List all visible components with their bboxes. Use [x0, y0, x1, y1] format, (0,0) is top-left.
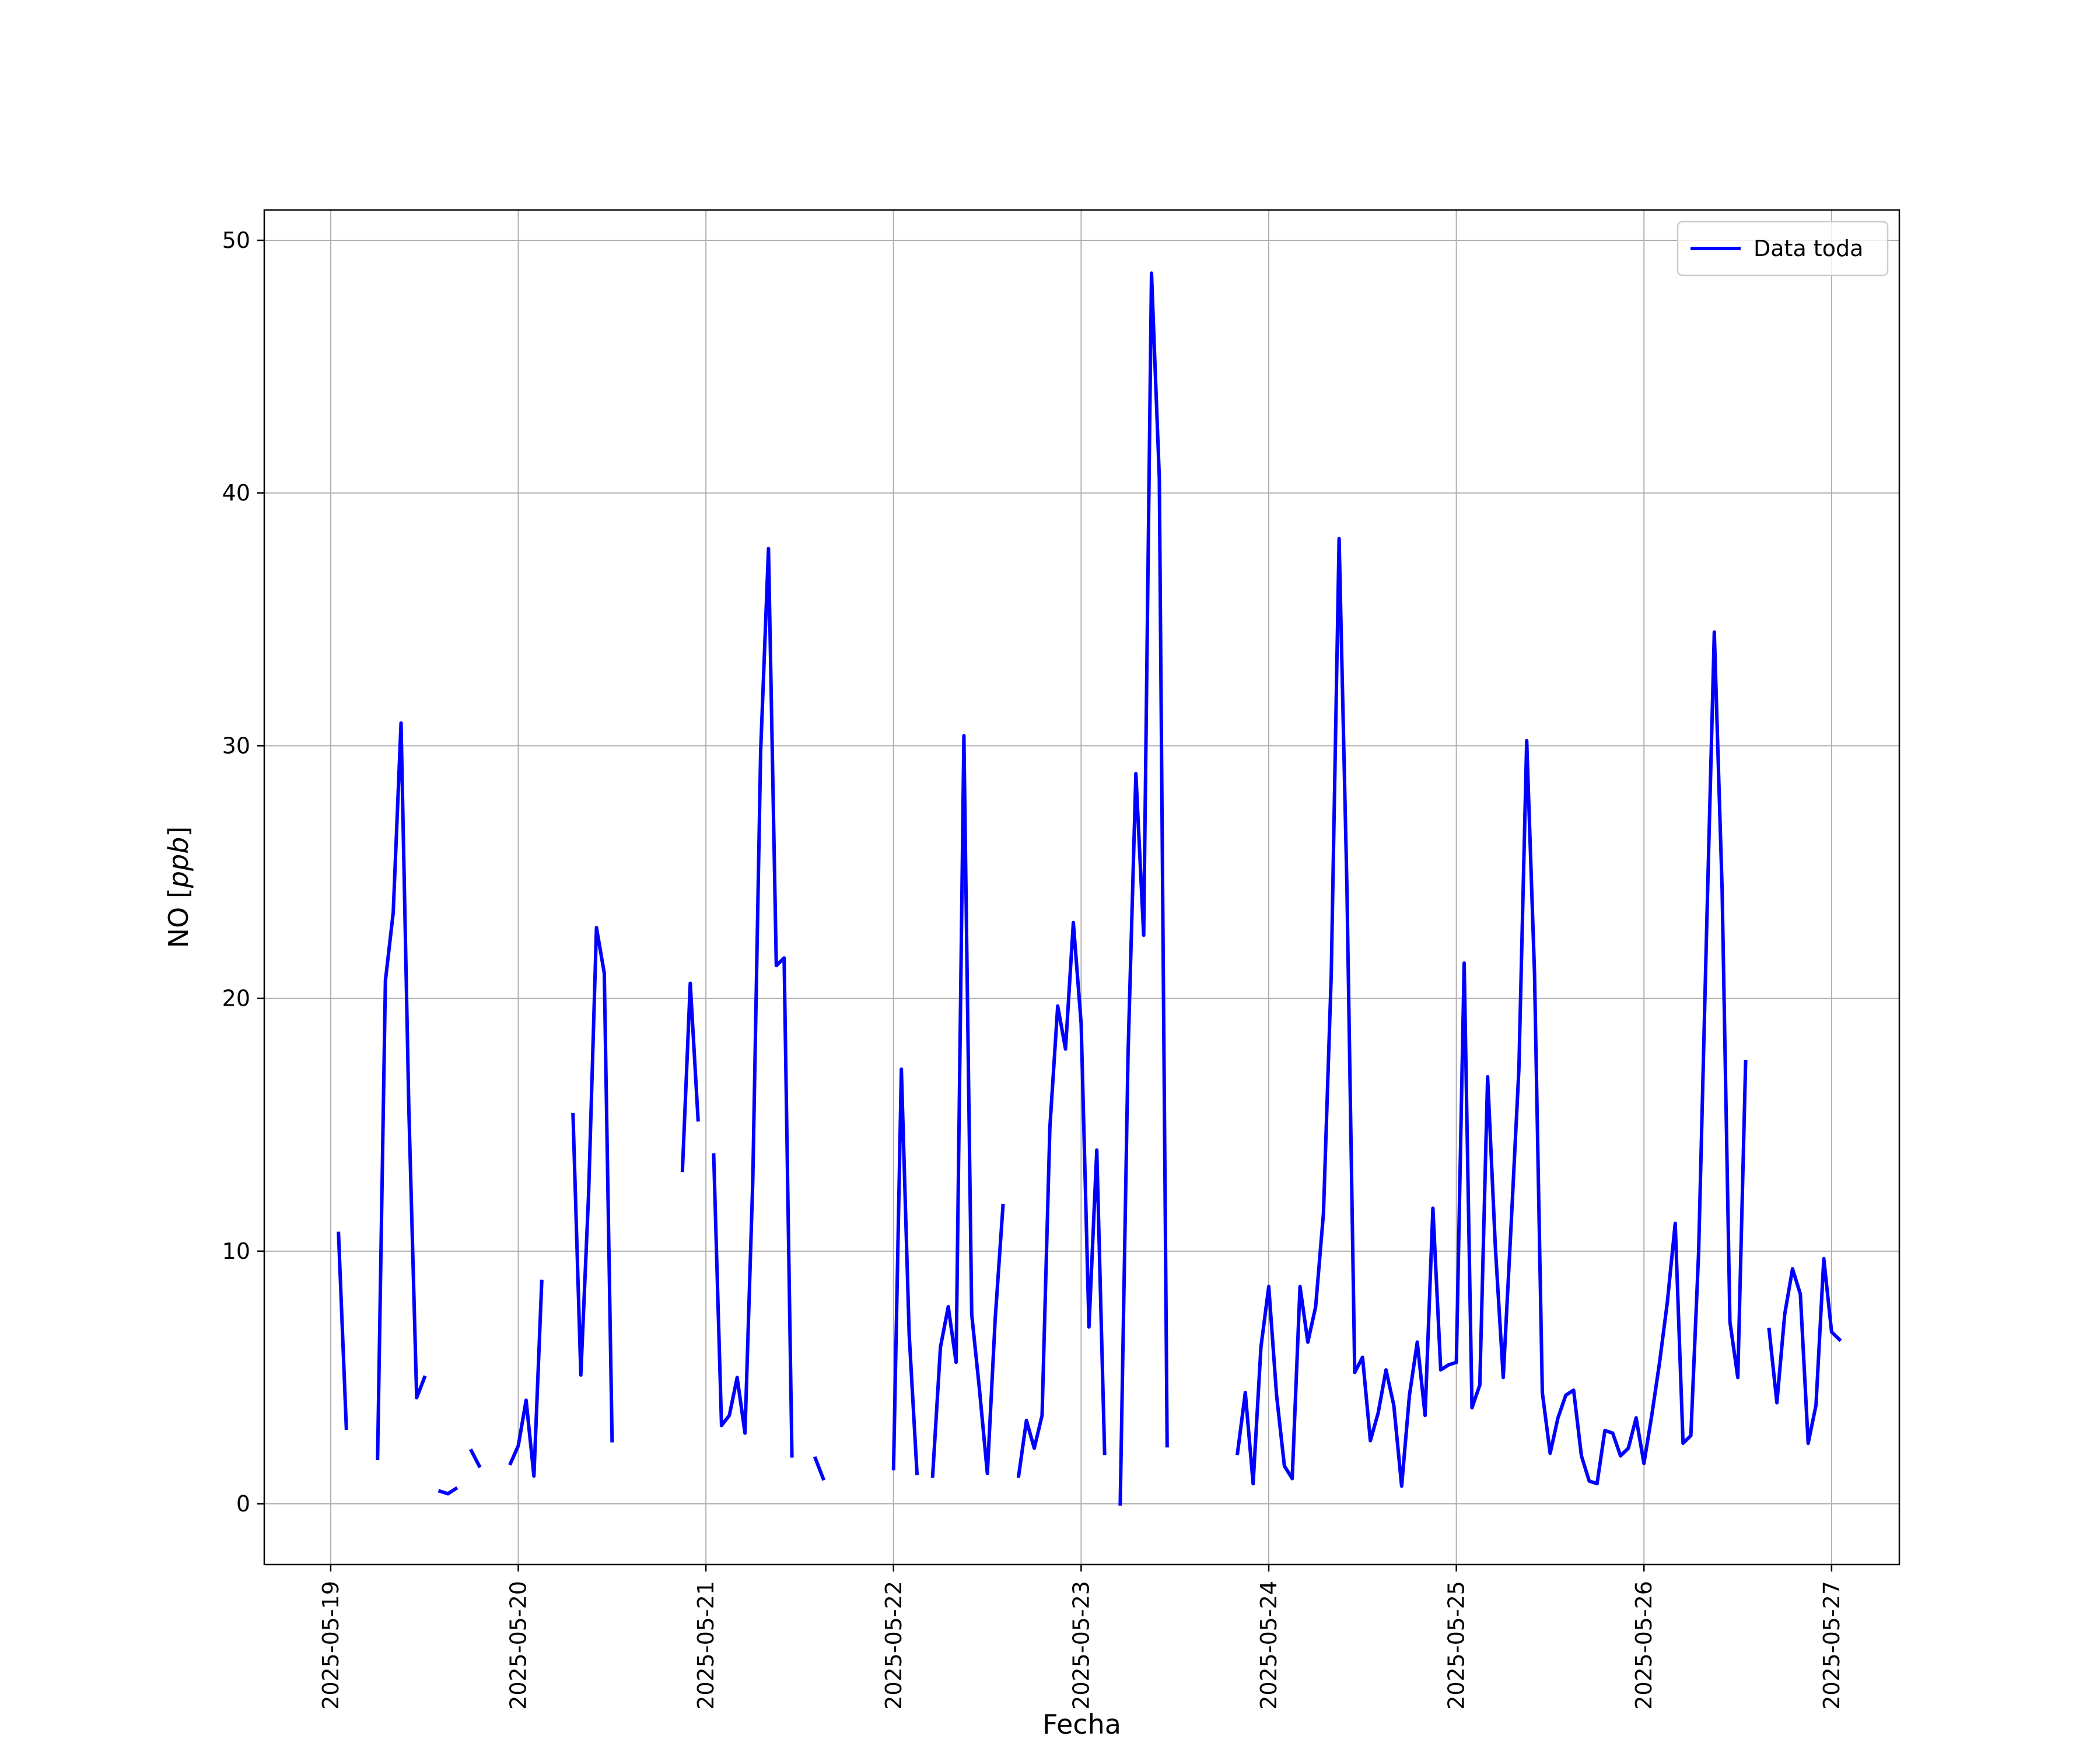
series-line-segment: [376, 721, 427, 1461]
series-layer: [337, 271, 1842, 1506]
x-tick-label: 2025-05-25: [1444, 1581, 1469, 1710]
x-axis: 2025-05-19 2025-05-20 2025-05-21 2025-05-22…: [318, 1564, 1845, 1710]
y-tick-label: 20: [222, 986, 250, 1012]
series-line-segment: [930, 734, 1005, 1478]
legend-box: [1676, 220, 1889, 276]
x-axis-label: Fecha: [1042, 1709, 1121, 1740]
series-line-segment: [469, 1448, 482, 1469]
x-tick-label: 2025-05-24: [1256, 1581, 1282, 1710]
y-tick-label: 50: [222, 228, 250, 253]
y-tick-label: 0: [236, 1491, 250, 1517]
series-line-segment: [337, 1231, 348, 1430]
x-tick-label: 2025-05-21: [693, 1581, 719, 1710]
x-tick-label: 2025-05-23: [1068, 1581, 1094, 1710]
grid: [264, 210, 1899, 1564]
y-tick-label: 30: [222, 733, 250, 758]
y-axis-label: NO [ppb]: [163, 827, 194, 949]
x-tick-label: 2025-05-20: [506, 1581, 531, 1710]
x-tick-label: 2025-05-22: [881, 1581, 907, 1710]
x-tick-label: 2025-05-19: [318, 1581, 344, 1710]
y-tick-label: 40: [222, 480, 250, 506]
y-axis-label-close: ]: [163, 827, 194, 837]
x-tick-label: 2025-05-27: [1819, 1581, 1845, 1710]
x-tick-label: 2025-05-26: [1631, 1581, 1657, 1710]
series-line-segment: [680, 981, 700, 1172]
y-axis-label-unit: ppb: [163, 837, 194, 889]
series-line-segment: [508, 1279, 544, 1478]
series-line-segment: [1236, 537, 1748, 1488]
y-axis-label-main: NO [: [163, 888, 194, 948]
series-line-segment: [1118, 271, 1169, 1506]
series-line-segment: [1016, 921, 1107, 1478]
y-tick-label: 10: [222, 1238, 250, 1264]
series-line-segment: [813, 1456, 826, 1481]
series-line-segment: [571, 926, 614, 1443]
y-axis: 0 10 20 30 40 50: [222, 228, 264, 1517]
legend: Data toda: [1676, 220, 1889, 276]
series-line-segment: [891, 1067, 919, 1476]
series-line-segment: [1767, 1256, 1842, 1446]
legend-label: Data toda: [1754, 236, 1863, 261]
series-line-segment: [712, 547, 794, 1458]
series-line-segment: [438, 1486, 459, 1496]
